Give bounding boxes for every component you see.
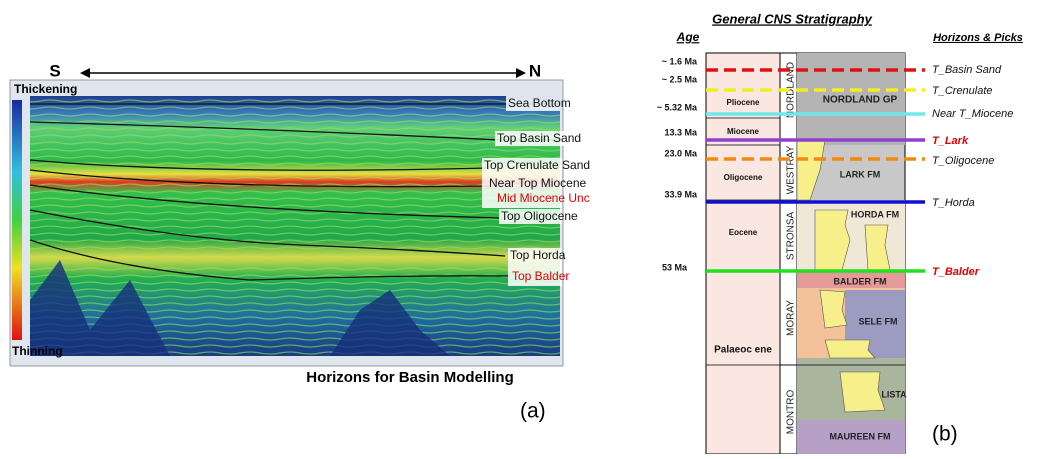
scale-label: Thickening bbox=[14, 82, 77, 96]
age-label: 13.3 Ma bbox=[664, 127, 698, 137]
horizon-label: Top Balder bbox=[512, 269, 569, 283]
figure: S N Thickening Thinning Sea Bottom Top B… bbox=[0, 0, 1039, 454]
caption: Horizons for Basin Modelling bbox=[306, 369, 514, 386]
horizon-label: Near Top Miocene bbox=[489, 176, 586, 190]
horizon-label: Top Crenulate Sand bbox=[484, 158, 590, 172]
epoch-label: Oligocene bbox=[724, 173, 763, 182]
column-header: Horizons & Picks bbox=[933, 32, 1023, 44]
pick-label: T_Oligocene bbox=[932, 155, 994, 167]
horizon-label: Top Horda bbox=[510, 248, 566, 262]
epoch-label: Eocene bbox=[729, 228, 758, 237]
formation-label: LISTA bbox=[881, 389, 907, 399]
panel-b: General CNS Stratigraphy Age Horizons & … bbox=[657, 11, 1023, 454]
panel-a: S N Thickening Thinning Sea Bottom Top B… bbox=[10, 61, 590, 422]
age-label: ~ 2.5 Ma bbox=[662, 74, 698, 84]
pick-label: T_Horda bbox=[932, 197, 975, 209]
color-scale bbox=[12, 100, 22, 340]
group-label: MORAY bbox=[786, 300, 797, 336]
epoch-label: Miocene bbox=[727, 127, 760, 136]
horizon-label: Sea Bottom bbox=[508, 96, 571, 110]
pick-label: T_Lark bbox=[932, 135, 969, 147]
formation-label: LARK FM bbox=[840, 169, 881, 179]
direction-label: S bbox=[49, 61, 60, 80]
direction-label: N bbox=[529, 61, 541, 80]
formation-label: HORDA FM bbox=[851, 209, 899, 219]
age-label: 23.0 Ma bbox=[664, 148, 698, 158]
panel-label: (b) bbox=[932, 423, 958, 446]
formation-label: MAUREEN FM bbox=[830, 431, 891, 441]
age-label: 33.9 Ma bbox=[664, 189, 698, 199]
page: {"panel_a": {"direction_left": "S", "dir… bbox=[0, 0, 1039, 454]
pick-label: T_Crenulate bbox=[932, 85, 993, 97]
epoch-label: Pliocene bbox=[727, 98, 760, 107]
epoch-label: Palaeoc ene bbox=[714, 345, 772, 356]
panel-label: (a) bbox=[520, 400, 546, 423]
pick-label: T_Balder bbox=[932, 266, 980, 278]
formation-label: NORDLAND GP bbox=[823, 95, 898, 106]
formation-label: BALDER FM bbox=[834, 276, 887, 286]
pick-label: Near T_Miocene bbox=[932, 108, 1013, 120]
pick-label: T_Basin Sand bbox=[932, 64, 1002, 76]
horizon-label: Top Basin Sand bbox=[497, 131, 581, 145]
age-label: 53 Ma bbox=[662, 262, 688, 272]
chart-title: General CNS Stratigraphy bbox=[712, 11, 872, 26]
scale-label: Thinning bbox=[12, 344, 63, 358]
group-label: MONTRO bbox=[786, 390, 797, 435]
ages: ~ 1.6 Ma ~ 2.5 Ma ~ 5.32 Ma 13.3 Ma 23.0… bbox=[657, 56, 698, 272]
horizon-label: Mid Miocene Unc bbox=[497, 191, 590, 205]
horizon-label: Top Oligocene bbox=[501, 209, 578, 223]
age-label: ~ 1.6 Ma bbox=[662, 56, 698, 66]
group-label: STRONSA bbox=[786, 212, 797, 261]
column-header: Age bbox=[676, 30, 700, 44]
age-label: ~ 5.32 Ma bbox=[657, 102, 698, 112]
formation-label: SELE FM bbox=[858, 316, 897, 326]
picks: T_Basin Sand T_Crenulate Near T_Miocene … bbox=[932, 64, 1013, 278]
group-label: WESTRAY bbox=[786, 145, 797, 194]
